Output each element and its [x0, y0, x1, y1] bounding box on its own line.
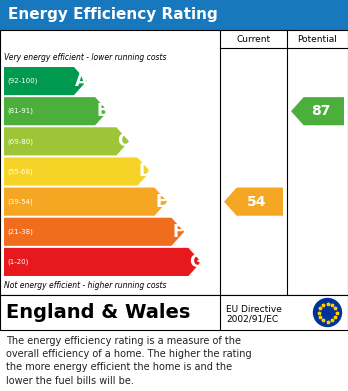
- Text: (39-54): (39-54): [7, 198, 33, 205]
- Text: B: B: [96, 102, 109, 120]
- Polygon shape: [4, 97, 108, 125]
- Text: The energy efficiency rating is a measure of the
overall efficiency of a home. T: The energy efficiency rating is a measur…: [6, 336, 252, 386]
- Text: (92-100): (92-100): [7, 78, 37, 84]
- Polygon shape: [4, 127, 129, 156]
- Bar: [0, 30, 348, 295]
- Text: E: E: [156, 193, 167, 211]
- Polygon shape: [4, 218, 184, 246]
- Text: (69-80): (69-80): [7, 138, 33, 145]
- Bar: [0, 295, 348, 330]
- Polygon shape: [4, 158, 150, 186]
- Text: Current: Current: [236, 34, 270, 43]
- Text: EU Directive: EU Directive: [226, 305, 282, 314]
- Text: (21-38): (21-38): [7, 228, 33, 235]
- Text: Potential: Potential: [298, 34, 338, 43]
- Text: F: F: [173, 223, 184, 241]
- Polygon shape: [291, 97, 344, 125]
- Text: D: D: [139, 163, 152, 181]
- Text: (1-20): (1-20): [7, 259, 29, 265]
- Text: 87: 87: [311, 104, 330, 118]
- Circle shape: [314, 298, 341, 326]
- Polygon shape: [4, 67, 87, 95]
- Text: C: C: [117, 133, 129, 151]
- Text: 2002/91/EC: 2002/91/EC: [226, 315, 278, 324]
- Text: Energy Efficiency Rating: Energy Efficiency Rating: [8, 7, 218, 23]
- Polygon shape: [224, 188, 283, 216]
- Text: Very energy efficient - lower running costs: Very energy efficient - lower running co…: [4, 52, 166, 61]
- Bar: [0, 0, 348, 30]
- Text: (81-91): (81-91): [7, 108, 33, 115]
- Text: England & Wales: England & Wales: [6, 303, 190, 322]
- Text: G: G: [189, 253, 203, 271]
- Text: (55-68): (55-68): [7, 168, 33, 175]
- Polygon shape: [4, 188, 167, 216]
- Text: Not energy efficient - higher running costs: Not energy efficient - higher running co…: [4, 280, 166, 289]
- Polygon shape: [4, 248, 201, 276]
- Text: A: A: [75, 72, 88, 90]
- Text: 54: 54: [247, 195, 266, 209]
